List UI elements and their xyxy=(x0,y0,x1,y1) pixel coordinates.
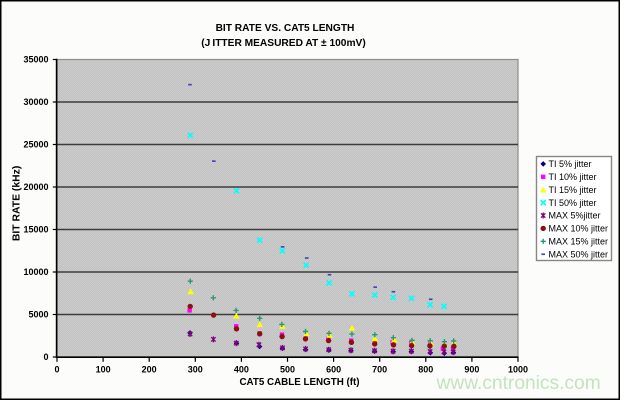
svg-text:700: 700 xyxy=(372,365,387,375)
svg-text:20000: 20000 xyxy=(23,182,48,192)
svg-text:300: 300 xyxy=(188,365,203,375)
svg-text:BIT RATE VS. CAT5 LENGTH: BIT RATE VS. CAT5 LENGTH xyxy=(216,23,355,34)
svg-text:0: 0 xyxy=(43,352,48,362)
svg-text:30000: 30000 xyxy=(23,97,48,107)
svg-text:5000: 5000 xyxy=(28,310,48,320)
svg-text:(J ITTER MEASURED AT ± 100mV): (J ITTER MEASURED AT ± 100mV) xyxy=(201,38,365,49)
svg-text:MAX 10% jitter: MAX 10% jitter xyxy=(549,224,609,234)
svg-text:400: 400 xyxy=(234,365,249,375)
svg-text:35000: 35000 xyxy=(23,55,48,65)
svg-text:100: 100 xyxy=(96,365,111,375)
svg-text:MAX 5%jitter: MAX 5%jitter xyxy=(549,211,601,221)
svg-text:500: 500 xyxy=(280,365,295,375)
svg-text:800: 800 xyxy=(418,365,433,375)
svg-text:TI 10% jitter: TI 10% jitter xyxy=(549,172,597,182)
svg-text:0: 0 xyxy=(54,365,59,375)
svg-text:CAT5 CABLE LENGTH (ft): CAT5 CABLE LENGTH (ft) xyxy=(239,377,359,388)
svg-text:MAX 50% jitter: MAX 50% jitter xyxy=(549,249,609,259)
svg-text:25000: 25000 xyxy=(23,140,48,150)
svg-text:TI 50% jitter: TI 50% jitter xyxy=(549,198,597,208)
svg-text:10000: 10000 xyxy=(23,267,48,277)
svg-text:1000: 1000 xyxy=(508,365,528,375)
svg-text:600: 600 xyxy=(326,365,341,375)
svg-text:TI 5% jitter: TI 5% jitter xyxy=(549,159,592,169)
svg-text:MAX 15% jitter: MAX 15% jitter xyxy=(549,237,609,247)
svg-text:900: 900 xyxy=(464,365,479,375)
svg-text:www.cntronics.com: www.cntronics.com xyxy=(436,373,601,394)
svg-text:BIT RATE (kHz): BIT RATE (kHz) xyxy=(12,166,23,241)
svg-text:15000: 15000 xyxy=(23,225,48,235)
svg-text:200: 200 xyxy=(142,365,157,375)
svg-text:TI 15% jitter: TI 15% jitter xyxy=(549,185,597,195)
